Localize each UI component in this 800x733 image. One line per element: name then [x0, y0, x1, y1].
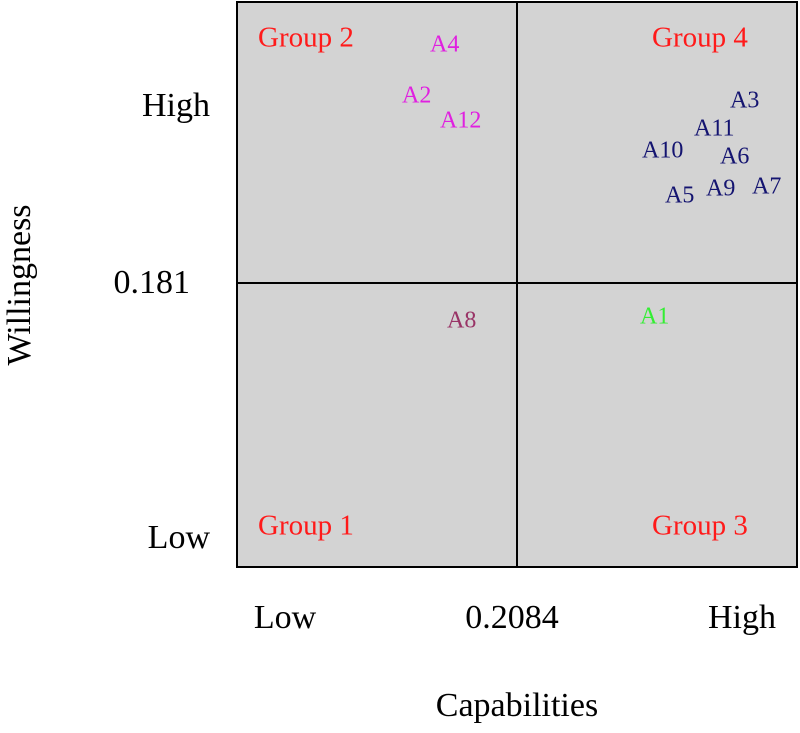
group-label: Group 3	[652, 510, 748, 542]
point-label: A8	[447, 308, 476, 334]
y-tick-label: 0.181	[114, 264, 191, 301]
y-axis-title: Willingness	[1, 204, 38, 365]
point-label: A9	[706, 176, 735, 202]
point-label: A11	[694, 116, 734, 142]
x-axis-title: Capabilities	[436, 687, 598, 724]
point-label: A10	[642, 138, 683, 164]
y-tick-label: Low	[148, 519, 211, 556]
point-label: A1	[640, 304, 669, 330]
point-label: A6	[720, 144, 749, 170]
point-label: A4	[430, 32, 459, 58]
point-label: A12	[440, 108, 481, 134]
x-tick-label: Low	[254, 599, 317, 636]
x-tick-label: 0.2084	[465, 599, 559, 636]
point-label: A5	[665, 183, 694, 209]
y-tick-label: High	[142, 87, 210, 124]
x-tick-label: High	[708, 599, 776, 636]
point-label: A2	[402, 83, 431, 109]
point-label: A3	[730, 88, 759, 114]
group-label: Group 1	[258, 510, 354, 542]
point-label: A7	[752, 174, 781, 200]
group-label: Group 2	[258, 22, 354, 54]
group-label: Group 4	[652, 22, 748, 54]
